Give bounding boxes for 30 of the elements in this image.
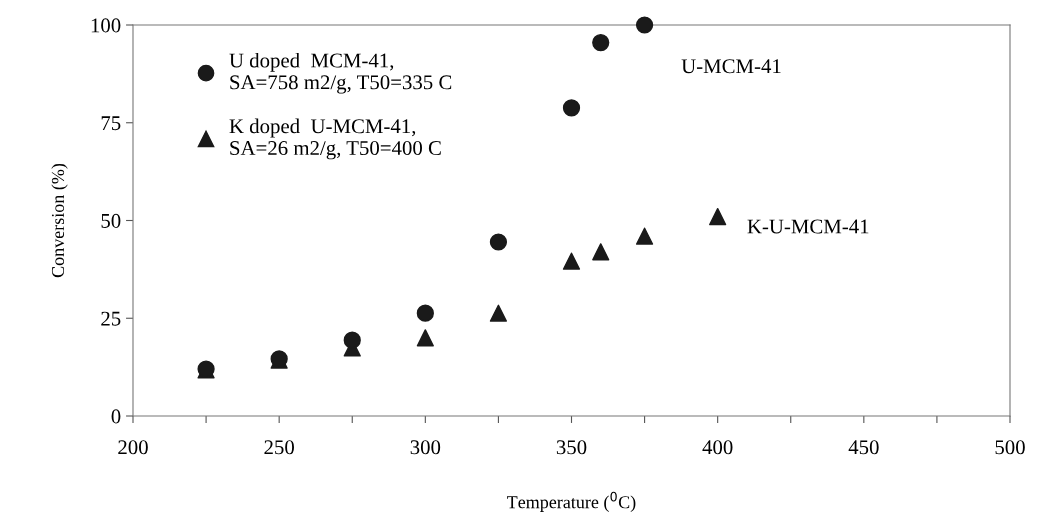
point [592,33,610,52]
point [635,227,654,245]
point [416,304,434,322]
legend-label: K doped U-MCM-41, SA=26 m2/g, T50=400 C [229,118,441,160]
point [489,233,508,251]
x-tick-label: 300 [410,440,441,455]
y-tick-label: 25 [101,311,121,326]
point [343,331,361,349]
x-tick-label: 200 [118,440,148,455]
x-tick-label: 500 [995,440,1025,455]
legend-label: U doped MCM-41, SA=758 m2/g, T50=335 C [229,52,452,94]
point [489,304,508,322]
y-tick-label: 100 [91,18,121,33]
y-tick-label: 75 [101,116,121,131]
annotation: K-U-MCM-41 [747,219,869,234]
x-axis-title: Temperature ($^{0}$C) [507,491,636,512]
x-tick-label: 450 [848,440,879,455]
y-tick-label: 0 [111,409,121,424]
point [635,16,654,34]
point [562,252,581,270]
point [709,207,727,226]
y-axis-title: Conversion (%) [51,163,68,278]
point [416,329,434,347]
x-tick-label: 350 [556,440,587,455]
point [592,243,610,261]
point [562,99,581,117]
x-tick-label: 250 [264,440,294,455]
x-tick-label: 400 [702,440,733,455]
y-tick-label: 50 [101,213,121,228]
annotation: U-MCM-41 [681,59,781,74]
